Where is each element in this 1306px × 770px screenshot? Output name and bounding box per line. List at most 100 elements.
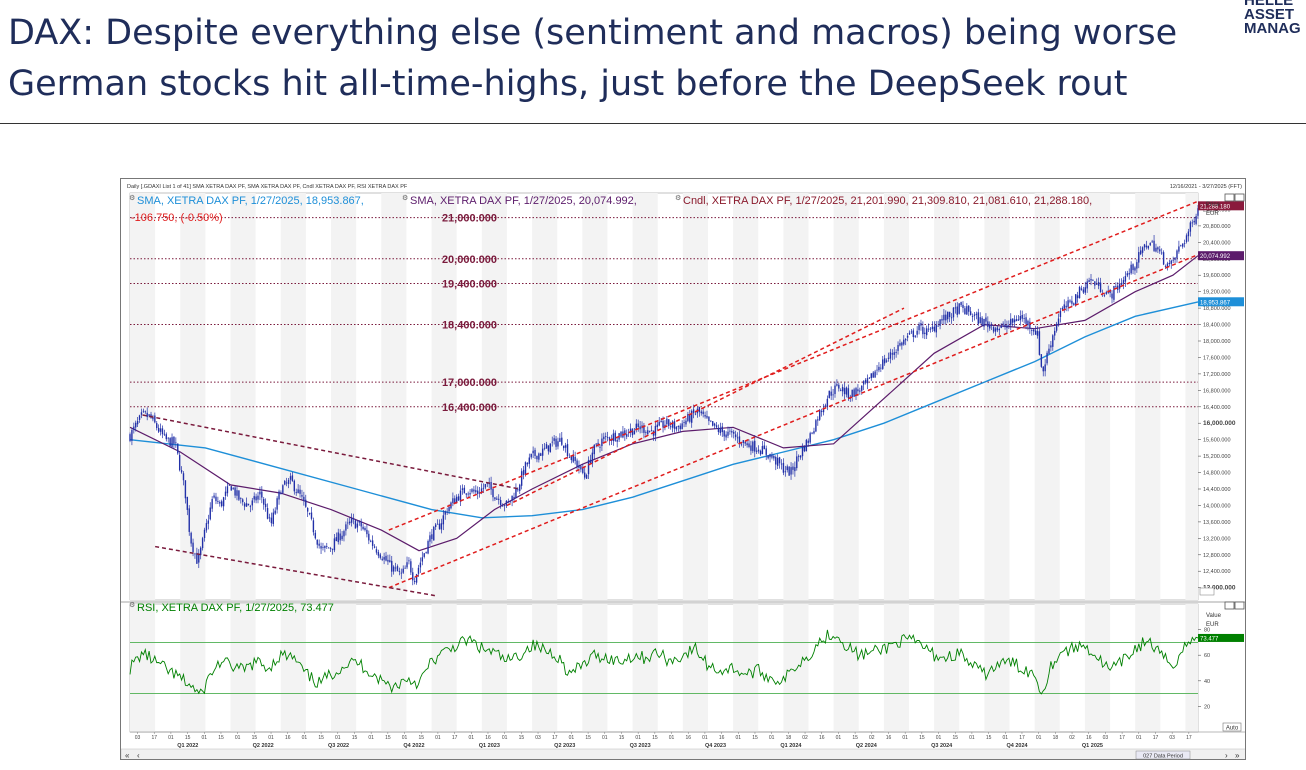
- rsi-maximize-button[interactable]: [1234, 601, 1245, 610]
- x-day-label: 17: [1186, 735, 1192, 741]
- candle-body: [645, 432, 647, 433]
- candle-body: [520, 471, 523, 486]
- candle-body: [687, 414, 689, 421]
- candle-body: [177, 443, 179, 454]
- price-month-stripe: [632, 193, 658, 600]
- candle-body: [194, 553, 196, 555]
- rsi-auto-button[interactable]: [1222, 722, 1242, 732]
- candle-body: [240, 498, 242, 499]
- candle-body: [1191, 222, 1193, 224]
- x-day-label: 01: [736, 735, 742, 741]
- candle-body: [937, 325, 939, 327]
- candle-body: [515, 488, 517, 499]
- scroll-right-icon[interactable]: »: [1235, 751, 1240, 760]
- candle-body: [484, 484, 487, 488]
- candle-body: [603, 436, 605, 440]
- price-collapse-button[interactable]: [1224, 193, 1235, 202]
- rsi-month-stripe: [532, 604, 558, 732]
- candle-body: [499, 500, 502, 506]
- candle-body: [744, 441, 746, 444]
- candle-body: [310, 512, 313, 519]
- candle-body: [1128, 273, 1130, 275]
- candle-body: [1008, 325, 1010, 327]
- candle-body: [475, 490, 477, 493]
- candle-body: [1157, 247, 1159, 250]
- candle-body: [595, 443, 597, 445]
- candle-body: [635, 423, 637, 430]
- x-day-label: 16: [485, 735, 491, 741]
- candle-body: [242, 499, 244, 503]
- candle-body: [736, 437, 739, 439]
- candle-body: [1040, 354, 1043, 367]
- candle-body: [425, 552, 427, 553]
- candle-body: [765, 448, 767, 455]
- legend-cndl-icon: ⚙: [675, 194, 681, 202]
- candle-body: [429, 535, 431, 542]
- data-period-box: [1135, 750, 1191, 759]
- candle-body: [727, 431, 729, 436]
- candle-body: [1136, 262, 1138, 269]
- price-tick-label: 12,800.000: [1203, 553, 1231, 559]
- scroll-prev-icon[interactable]: ‹: [137, 751, 140, 760]
- candle-body: [282, 485, 284, 493]
- candle-body: [734, 434, 737, 438]
- candle-body: [1010, 318, 1012, 326]
- candle-body: [958, 303, 960, 314]
- x-day-label: 18: [786, 735, 792, 741]
- candle-body: [582, 467, 584, 473]
- x-day-label: 03: [1103, 735, 1109, 741]
- rsi-month-stripe: [934, 604, 960, 732]
- candle-body: [205, 523, 208, 531]
- candle-body: [836, 384, 838, 386]
- scroll-left-icon[interactable]: «: [125, 751, 130, 760]
- candle-body: [1015, 319, 1018, 322]
- chart-window: 21,000.000 20,000.000 19,400.000 18,400.000…: [120, 178, 1246, 760]
- price-scale-button[interactable]: [1199, 587, 1215, 596]
- rsi-month-stripe: [1084, 604, 1111, 732]
- candle-body: [1080, 288, 1083, 290]
- candle-body: [891, 353, 894, 355]
- candle-body: [389, 560, 391, 563]
- candle-body: [1143, 244, 1146, 248]
- candle-body: [989, 324, 991, 329]
- price-plot-area: [129, 192, 1199, 601]
- scroll-next-icon[interactable]: ›: [1225, 751, 1228, 760]
- rsi-collapse-button[interactable]: [1224, 601, 1235, 610]
- candle-body: [219, 502, 221, 504]
- rsi-month-stripe: [431, 604, 457, 732]
- level-label: 18,400.000: [442, 320, 497, 332]
- candle-body: [152, 416, 154, 420]
- candle-body: [767, 455, 769, 459]
- level-label: 19,400.000: [442, 278, 497, 290]
- price-tick-label: 16,000.000: [1203, 420, 1236, 427]
- candle-body: [557, 441, 559, 447]
- candle-body: [305, 499, 307, 507]
- candle-body: [1054, 330, 1056, 336]
- scroll-track[interactable]: [121, 748, 1246, 760]
- candle-body: [383, 557, 385, 560]
- candle-body: [532, 450, 534, 454]
- price-maximize-button[interactable]: [1234, 193, 1245, 202]
- candle-body: [904, 339, 907, 341]
- price-tick-label: 21,200.000: [1203, 207, 1231, 213]
- candle-body: [381, 558, 383, 560]
- candle-body: [400, 572, 402, 574]
- candle-body: [729, 430, 731, 432]
- price-month-stripe: [130, 193, 156, 600]
- candle-body: [419, 562, 422, 568]
- x-quarter-label: Q3 2024: [931, 743, 953, 749]
- candle-body: [629, 428, 632, 433]
- candle-body: [1011, 318, 1014, 323]
- candle-body: [746, 443, 748, 446]
- candle-body: [198, 554, 200, 563]
- price-tick-label: 20,400.000: [1203, 240, 1231, 246]
- slide-title-line-1: DAX: Despite everything else (sentiment …: [8, 13, 1178, 53]
- candle-body: [1059, 310, 1062, 317]
- price-month-stripe: [532, 193, 558, 600]
- candle-body: [167, 437, 169, 439]
- candle-body: [845, 387, 848, 395]
- candle-body: [228, 484, 231, 486]
- candle-body: [524, 462, 527, 475]
- candle-body: [371, 540, 374, 546]
- candle-body: [522, 469, 525, 476]
